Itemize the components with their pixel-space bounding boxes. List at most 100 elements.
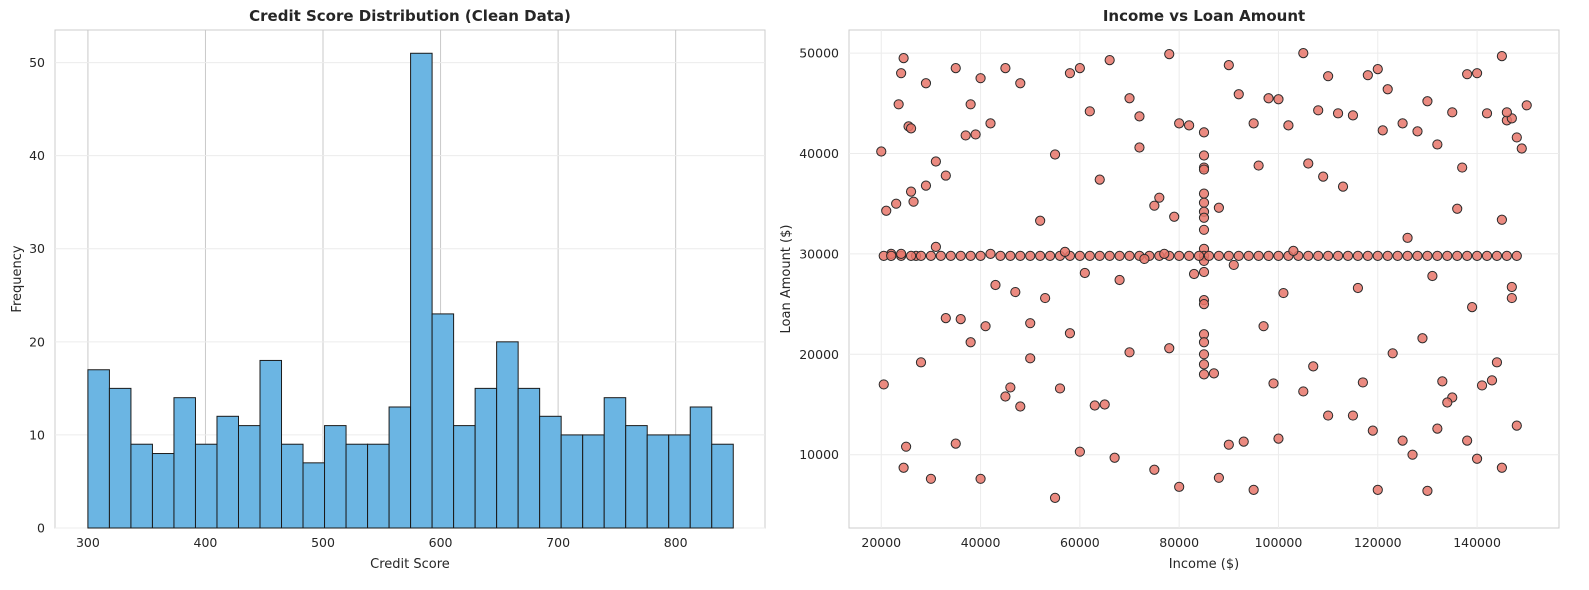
scatter-point: [900, 441, 912, 452]
scatter-point: [1481, 108, 1493, 119]
scatter-point: [1422, 96, 1433, 107]
histogram-bar: [517, 387, 541, 529]
scatter-title: Income vs Loan Amount: [1103, 7, 1305, 25]
scatter-point: [925, 473, 937, 484]
scatter-point: [1134, 142, 1145, 153]
scatter-point: [1000, 391, 1011, 402]
scatter-point: [1367, 425, 1378, 436]
scatter-point: [1506, 281, 1517, 293]
histogram-y-tick-label: 50: [29, 55, 45, 70]
scatter-point: [1362, 70, 1373, 81]
scatter-point: [1462, 69, 1473, 80]
scatter-point: [1481, 250, 1493, 262]
scatter-point: [1213, 472, 1224, 483]
scatter-point: [970, 129, 981, 140]
scatter-point: [1198, 150, 1210, 161]
scatter-point: [940, 313, 951, 324]
scatter-point: [1203, 250, 1215, 262]
histogram-x-tick-label: 600: [429, 535, 453, 550]
scatter-point: [1382, 250, 1393, 262]
histogram-y-tick-label: 40: [29, 148, 45, 163]
histogram-title: Credit Score Distribution (Clean Data): [249, 7, 571, 25]
scatter-point: [1422, 250, 1433, 262]
scatter-point: [1174, 118, 1185, 129]
scatter-point: [1323, 71, 1334, 82]
scatter-point: [1000, 63, 1011, 74]
scatter-point: [1397, 118, 1408, 129]
scatter-point: [1099, 399, 1110, 410]
scatter-point: [1432, 250, 1443, 262]
scatter-point: [891, 198, 902, 209]
histogram-bar: [302, 462, 326, 529]
scatter-point: [975, 250, 986, 262]
scatter-point: [1154, 192, 1165, 203]
scatter-point: [1332, 108, 1344, 119]
scatter-point: [1238, 436, 1249, 447]
scatter-y-label: Loan Amount ($): [779, 225, 794, 334]
scatter-point: [1382, 84, 1393, 95]
scatter-point: [1198, 337, 1210, 348]
scatter-point: [1506, 292, 1517, 304]
scatter-point: [1452, 250, 1463, 262]
scatter-point: [898, 53, 909, 64]
histogram-bar: [689, 406, 713, 529]
scatter-point: [935, 250, 946, 262]
scatter-point: [1124, 250, 1135, 262]
scatter-point: [878, 379, 889, 390]
histogram-y-label: Frequency: [10, 245, 25, 312]
histogram-bar: [87, 369, 110, 529]
scatter-point: [1198, 127, 1210, 138]
scatter-point: [1213, 202, 1224, 213]
scatter-point: [1198, 164, 1210, 175]
scatter-point: [1094, 174, 1105, 185]
scatter-point: [1432, 423, 1443, 434]
histogram-bar: [496, 341, 519, 529]
scatter-point: [1486, 375, 1498, 386]
scatter-point: [1149, 200, 1160, 211]
scatter-point: [1005, 382, 1016, 393]
scatter-point: [1342, 250, 1354, 262]
scatter-point: [876, 146, 887, 157]
scatter-y-tick-label: 30000: [799, 246, 839, 261]
histogram-bar: [603, 397, 627, 529]
scatter-point: [1169, 211, 1180, 222]
histogram-y-tick-label: 20: [29, 334, 45, 349]
scatter-point: [1198, 349, 1210, 360]
scatter-point: [960, 130, 971, 141]
scatter-point: [905, 123, 917, 134]
histogram-bars: [87, 52, 734, 529]
scatter-point: [1193, 250, 1205, 262]
scatter-point: [1318, 171, 1329, 182]
histogram-bar: [216, 415, 239, 529]
scatter-point: [1059, 246, 1071, 257]
scatter-point: [1352, 282, 1364, 294]
scatter-x-tick-label: 40000: [961, 535, 1001, 550]
scatter-point: [965, 337, 976, 348]
scatter-point: [1253, 160, 1264, 171]
scatter-point: [1407, 449, 1418, 460]
histogram-bar: [324, 425, 347, 529]
scatter-point: [1198, 212, 1210, 223]
scatter-point: [1198, 266, 1210, 278]
scatter-point: [1278, 287, 1289, 299]
scatter-point: [955, 314, 966, 325]
scatter-point: [1015, 78, 1026, 89]
scatter-point: [1198, 369, 1210, 380]
scatter-point: [1511, 132, 1522, 143]
histogram-x-tick-label: 500: [311, 535, 335, 550]
histogram-bar: [711, 443, 734, 529]
scatter-point: [1387, 348, 1398, 359]
scatter-point: [1025, 250, 1036, 262]
scatter-point: [1402, 250, 1413, 262]
scatter-point: [1462, 435, 1473, 446]
scatter-point: [1049, 492, 1061, 503]
scatter-point: [1457, 162, 1468, 173]
scatter-chart: 20000 40000 60000 80000 100000 120000 140000 1…: [779, 7, 1560, 572]
scatter-point: [995, 250, 1006, 262]
scatter-point: [1471, 453, 1483, 464]
scatter-point: [1362, 250, 1373, 262]
scatter-point: [886, 250, 897, 262]
scatter-point: [930, 241, 941, 252]
histogram-bar: [130, 443, 153, 529]
